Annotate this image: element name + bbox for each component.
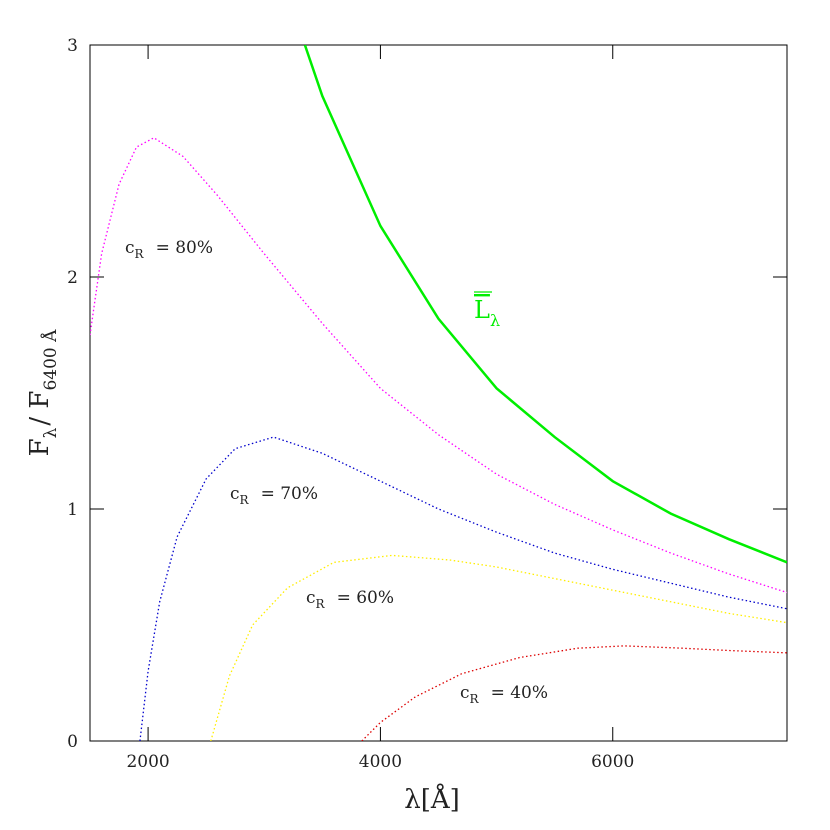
curve-label-sub: R xyxy=(316,597,326,611)
line-series xyxy=(139,436,787,741)
curve-label-main: L xyxy=(474,296,490,324)
curve-label: Lλ xyxy=(474,296,500,330)
curve-label-sub: λ xyxy=(490,311,500,330)
y-axis-label-part: λ xyxy=(41,427,61,438)
curve-label: cR = 40% xyxy=(460,683,548,706)
line-series xyxy=(303,45,787,564)
line-series xyxy=(361,645,787,741)
y-axis-label-part: 6400 Å xyxy=(40,329,61,391)
curve-label-main: c xyxy=(460,683,470,703)
curve-label-sub: R xyxy=(135,247,145,261)
curve-label-value: = 60% xyxy=(337,588,394,608)
curve-label-main: c xyxy=(230,484,240,504)
y-axis-label-part: / F xyxy=(25,391,55,426)
y-axis-label: Fλ/ F6400 Å xyxy=(25,329,61,457)
curve-label-sub: R xyxy=(470,692,480,706)
y-axis-label-part: F xyxy=(25,438,55,456)
line-series xyxy=(210,554,787,741)
curve-label: cR = 60% xyxy=(306,588,394,611)
curve-label: cR = 80% xyxy=(125,238,213,261)
curve-label: cR = 70% xyxy=(230,484,318,507)
curve-label-main: c xyxy=(125,238,135,258)
y-tick-label: 2 xyxy=(67,268,78,288)
x-tick-label: 4000 xyxy=(359,752,402,772)
curve-label-value: = 40% xyxy=(491,683,548,703)
y-tick-label: 1 xyxy=(67,500,78,520)
y-tick-label: 3 xyxy=(67,36,78,56)
curve-label-main: c xyxy=(306,588,316,608)
y-tick-label: 0 xyxy=(67,732,78,752)
line-series xyxy=(90,137,787,594)
curve-label-value: = 80% xyxy=(156,238,213,258)
x-tick-label: 6000 xyxy=(591,752,634,772)
x-tick-label: 2000 xyxy=(126,752,169,772)
plot-frame xyxy=(89,44,788,742)
x-axis-label: λ[Å] xyxy=(404,783,460,815)
curve-label-value: = 70% xyxy=(261,484,318,504)
curve-label-sub: R xyxy=(240,493,250,507)
